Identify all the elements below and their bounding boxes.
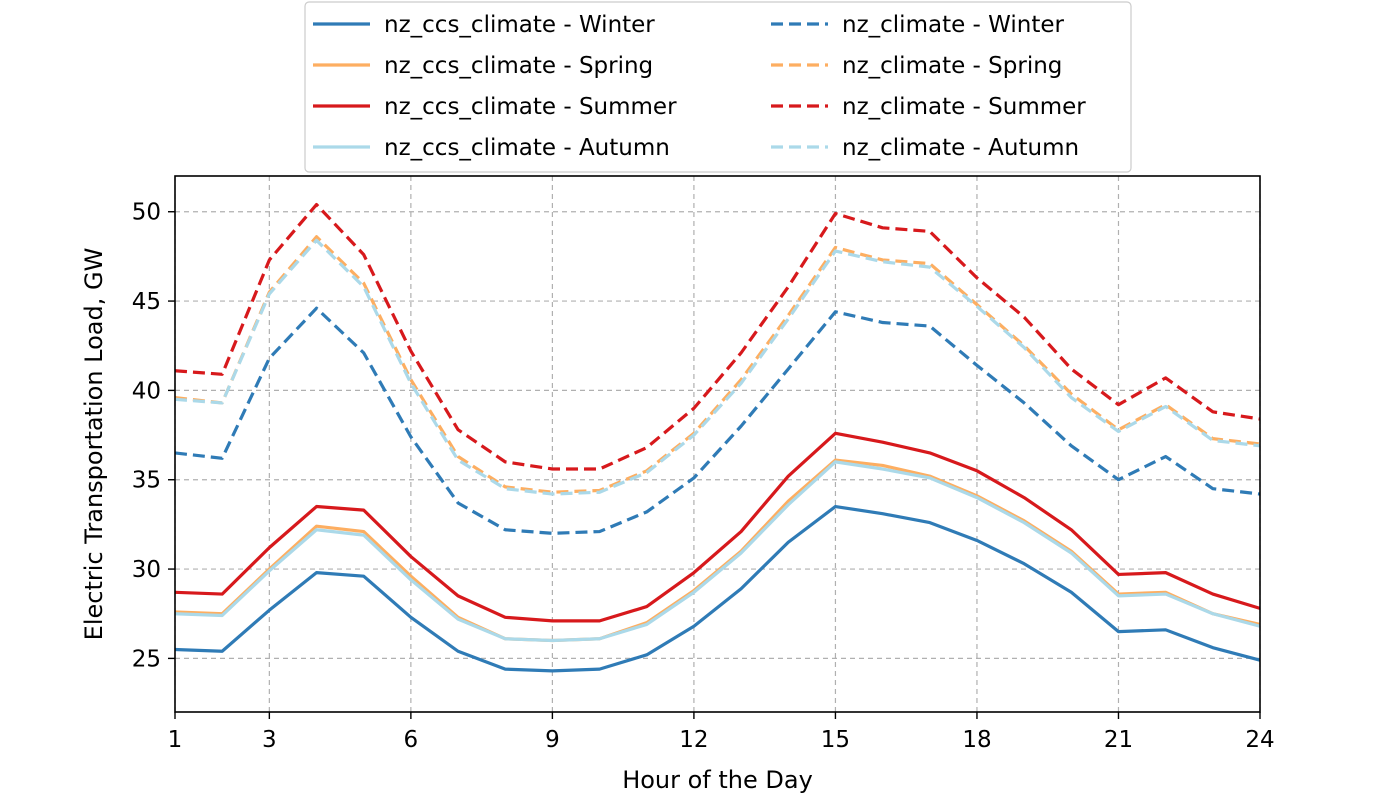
y-tick-label: 40: [132, 378, 161, 404]
y-tick-label: 35: [132, 468, 161, 494]
y-tick-label: 50: [132, 200, 161, 226]
legend-label-1: nz_ccs_climate - Spring: [384, 53, 653, 79]
x-tick-label: 21: [1104, 727, 1133, 753]
legend-label-0: nz_ccs_climate - Winter: [384, 12, 655, 38]
series-line-3: [174, 460, 1261, 643]
axes: 1 3 6 9 12 15 18 21 24 25 30 35 40 45 50: [132, 200, 1275, 753]
y-axis-label: Electric Transportation Load, GW: [80, 248, 108, 641]
legend-label-2: nz_ccs_climate - Summer: [384, 94, 677, 120]
x-tick-label: 18: [962, 727, 991, 753]
x-tick-label: 1: [168, 727, 183, 753]
series-line-6: [174, 202, 1261, 471]
series-line-2: [174, 431, 1261, 623]
legend-box: [304, 1, 1132, 173]
legend-label-5: nz_climate - Spring: [842, 53, 1062, 79]
x-tick-label: 3: [262, 727, 277, 753]
x-tick-label: 9: [545, 727, 560, 753]
legend-label-4: nz_climate - Winter: [842, 12, 1065, 38]
legend: nz_ccs_climate - Winter nz_ccs_climate - …: [304, 1, 1132, 173]
x-axis-label: Hour of the Day: [622, 766, 813, 794]
y-tick-label: 45: [132, 289, 161, 315]
legend-label-6: nz_climate - Summer: [842, 94, 1086, 120]
series-line-0: [174, 504, 1261, 673]
series-line-4: [174, 306, 1261, 535]
grid: [174, 176, 1261, 712]
legend-label-3: nz_ccs_climate - Autumn: [384, 135, 670, 161]
legend-label-7: nz_climate - Autumn: [842, 135, 1079, 161]
y-tick-label: 25: [132, 646, 161, 672]
plot-area: [174, 202, 1261, 673]
x-tick-label: 24: [1245, 727, 1274, 753]
series-line-5: [174, 235, 1261, 494]
series-line-7: [174, 238, 1261, 496]
x-tick-label: 6: [404, 727, 419, 753]
plot-frame: [174, 175, 1261, 713]
y-tick-label: 30: [132, 557, 161, 583]
x-tick-label: 15: [821, 727, 850, 753]
x-tick-label: 12: [679, 727, 708, 753]
